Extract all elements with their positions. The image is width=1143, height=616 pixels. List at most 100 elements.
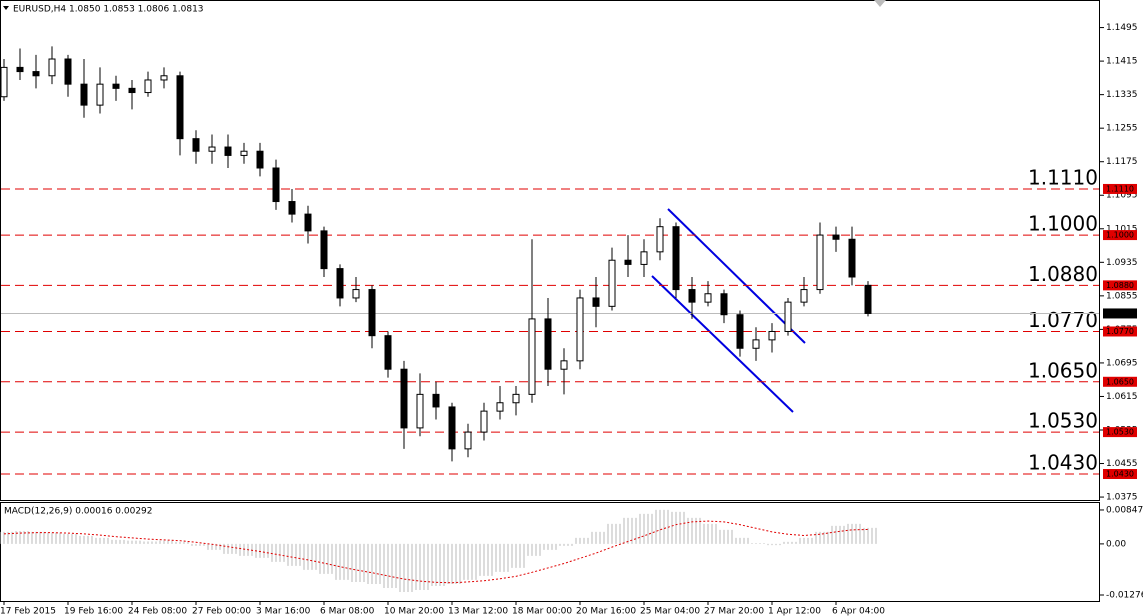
- level-label: 1.1000: [1028, 212, 1098, 236]
- level-tag-label: 1.0880: [1106, 281, 1134, 290]
- level-label: 1.0880: [1028, 262, 1098, 286]
- candle-body: [368, 289, 376, 337]
- level-tag: [1103, 469, 1137, 480]
- y-tick-label: 1.1495: [1106, 23, 1138, 33]
- level-tag: [1103, 326, 1137, 337]
- level-tag: [1103, 230, 1137, 241]
- header-icon: [3, 6, 9, 10]
- level-tag-label: 1.1000: [1106, 231, 1134, 240]
- candle-body: [736, 314, 744, 349]
- candle-body: [496, 402, 504, 412]
- y-tick-label: 0.00: [1106, 539, 1126, 549]
- y-tick-label: 1.1095: [1106, 191, 1138, 201]
- y-tick-label: 1.0615: [1106, 392, 1138, 402]
- level-tag-label: 1.0430: [1106, 470, 1134, 479]
- y-tick-label: 1.1255: [1106, 124, 1138, 134]
- x-tick-label: 25 Mar 04:00: [640, 607, 700, 616]
- y-tick-label: 1.1175: [1106, 157, 1138, 167]
- candle-body: [704, 293, 712, 303]
- candle-body: [464, 431, 472, 450]
- last-price-label: 1.0813: [1106, 309, 1134, 318]
- candle-body: [640, 251, 648, 265]
- x-tick-label: 27 Feb 00:00: [192, 607, 251, 616]
- x-tick-label: 1 Apr 12:00: [768, 607, 821, 616]
- candle-body: [720, 293, 728, 316]
- candle-body: [0, 66, 8, 98]
- candle-body: [304, 213, 312, 232]
- candle-body: [320, 230, 328, 270]
- candle-body: [432, 393, 440, 408]
- x-tick-label: 20 Mar 16:00: [576, 607, 636, 616]
- level-tag-label: 1.1110: [1106, 184, 1134, 193]
- candle-body: [816, 234, 824, 291]
- y-tick-label: 1.0935: [1106, 258, 1138, 268]
- candle-body: [272, 167, 280, 203]
- candle-body: [688, 289, 696, 303]
- candle-body: [576, 297, 584, 362]
- candle-body: [848, 238, 856, 278]
- signal-line: [3, 520, 869, 584]
- level-tag: [1103, 427, 1137, 438]
- level-label: 1.0530: [1028, 409, 1098, 433]
- candle-body: [448, 406, 456, 450]
- candle-body: [336, 268, 344, 299]
- channel-lower: [651, 275, 794, 413]
- price-header: EURUSD,H4 1.0850 1.0853 1.0806 1.0813: [13, 5, 204, 15]
- channel-upper: [667, 208, 806, 344]
- candle-body: [528, 318, 536, 395]
- candle-body: [288, 201, 296, 215]
- y-tick-label: 1.1415: [1106, 57, 1138, 67]
- candle-body: [656, 226, 664, 253]
- y-tick-label: 1.0695: [1106, 358, 1138, 368]
- candle-body: [800, 289, 808, 303]
- x-tick-label: 3 Mar 16:00: [256, 607, 311, 616]
- candle-body: [352, 289, 360, 299]
- candle-body: [96, 83, 104, 106]
- level-label: 1.1110: [1028, 165, 1098, 189]
- last-price-tag: [1103, 308, 1137, 319]
- candle-body: [784, 301, 792, 332]
- candle-body: [672, 226, 680, 291]
- x-tick-label: 27 Mar 20:00: [704, 607, 764, 616]
- level-tag-label: 1.0770: [1106, 327, 1134, 336]
- candle-body: [512, 393, 520, 404]
- candle-body: [480, 410, 488, 433]
- x-tick-label: 24 Feb 08:00: [128, 607, 187, 616]
- candle-body: [192, 138, 200, 152]
- price-panel: [0, 0, 1100, 501]
- level-label: 1.0770: [1028, 308, 1098, 332]
- candle-body: [112, 83, 120, 89]
- candle-body: [176, 75, 184, 140]
- candle-body: [240, 150, 248, 156]
- candle-body: [144, 79, 152, 94]
- candle-body: [400, 368, 408, 429]
- candle-body: [80, 83, 88, 106]
- x-tick-label: 10 Mar 20:00: [384, 607, 444, 616]
- candle-body: [544, 318, 552, 370]
- x-tick-label: 6 Apr 04:00: [832, 607, 885, 616]
- y-tick-label: 1.0375: [1106, 493, 1138, 503]
- level-label: 1.0650: [1028, 358, 1098, 382]
- x-tick-label: 6 Mar 08:00: [320, 607, 375, 616]
- candle-body: [128, 87, 136, 94]
- candle-body: [864, 284, 872, 314]
- candle-body: [768, 330, 776, 341]
- candle-body: [416, 393, 424, 429]
- candle-body: [32, 71, 40, 77]
- candle-body: [832, 234, 840, 240]
- level-tag-label: 1.0530: [1106, 428, 1134, 437]
- y-tick-label: 0.00847: [1106, 505, 1143, 515]
- shift-marker: [874, 0, 886, 7]
- level-label: 1.0430: [1028, 451, 1098, 475]
- y-tick-label: 1.1335: [1106, 90, 1138, 100]
- level-tag-label: 1.0650: [1106, 377, 1134, 386]
- candle-body: [384, 335, 392, 370]
- candle-body: [608, 259, 616, 307]
- candle-body: [624, 259, 632, 265]
- candle-body: [16, 66, 24, 73]
- x-tick-label: 13 Mar 12:00: [448, 607, 508, 616]
- candle-body: [48, 58, 56, 77]
- candle-body: [64, 58, 72, 85]
- candle-body: [208, 146, 216, 152]
